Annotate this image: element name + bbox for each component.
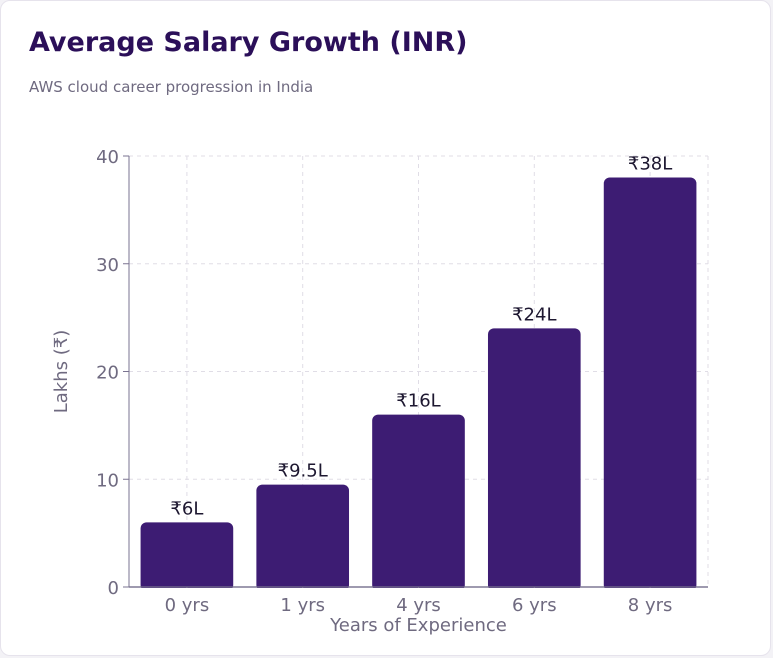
data-label: ₹38L <box>628 154 672 175</box>
chart-title: Average Salary Growth (INR) <box>29 27 468 58</box>
data-label: ₹6L <box>170 498 203 519</box>
x-tick-label: 0 yrs <box>165 595 210 616</box>
y-tick-label: 40 <box>96 147 119 168</box>
x-tick-label: 6 yrs <box>512 595 557 616</box>
y-tick-label: 0 <box>108 578 119 599</box>
bar <box>372 414 465 591</box>
data-label: ₹16L <box>396 391 440 412</box>
x-axis-title: Years of Experience <box>329 615 507 636</box>
chart-subtitle: AWS cloud career progression in India <box>29 78 314 96</box>
y-axis-title: Lakhs (₹) <box>51 330 72 414</box>
bar <box>603 177 697 592</box>
data-label: ₹9.5L <box>278 461 328 482</box>
bar <box>487 328 581 591</box>
data-label: ₹24L <box>512 304 556 325</box>
x-tick-label: 1 yrs <box>280 595 325 616</box>
y-tick-label: 10 <box>96 470 119 491</box>
axis-mask <box>130 588 708 594</box>
y-tick-label: 20 <box>96 363 119 384</box>
bar <box>140 522 234 591</box>
bar <box>256 484 350 591</box>
x-tick-label: 4 yrs <box>396 595 441 616</box>
y-tick-label: 30 <box>96 255 119 276</box>
x-tick-label: 8 yrs <box>628 595 673 616</box>
